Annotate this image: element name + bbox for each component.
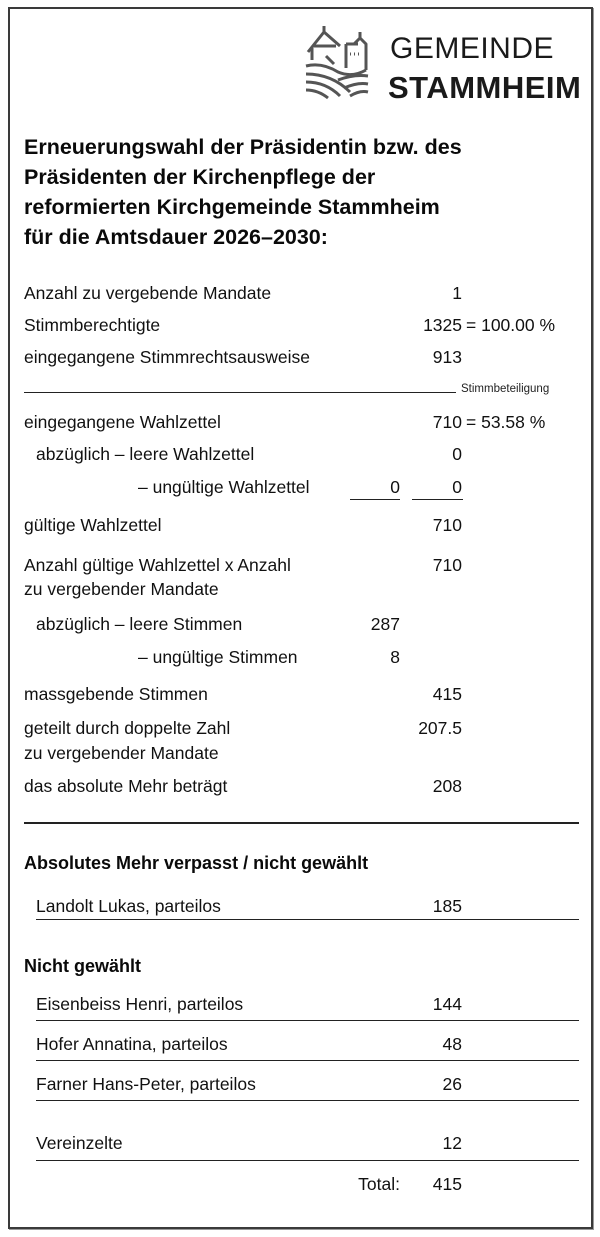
label: – ungültige Wahlzettel: [138, 477, 310, 497]
value: 8: [390, 647, 400, 667]
castle-vineyard-icon: [305, 26, 369, 100]
value: 710: [432, 515, 462, 535]
title-line: reformierten Kirchgemeinde Stammheim: [24, 195, 440, 219]
candidate-row: Landolt Lukas, parteilos 185: [0, 895, 600, 917]
row-gueltige-wahlzettel: gültige Wahlzettel 710: [0, 514, 600, 536]
label-line1: Anzahl gültige Wahlzettel x Anzahl: [24, 555, 291, 575]
label: abzüglich – leere Wahlzettel: [36, 444, 255, 464]
document-frame: [8, 7, 593, 1229]
row-ungueltige-wahlzettel: – ungültige Wahlzettel 0 0: [0, 476, 600, 498]
vereinzelte-row: Vereinzelte 12: [0, 1132, 600, 1154]
row-absolutes-mehr: das absolute Mehr beträgt 208: [0, 775, 600, 797]
municipality-logo: GEMEINDE STAMMHEIM: [302, 22, 582, 106]
row-leere-wahlzettel: abzüglich – leere Wahlzettel 0: [0, 443, 600, 465]
label: eingegangene Wahlzettel: [24, 412, 221, 432]
value: 207.5: [418, 718, 462, 738]
candidate-name: Hofer Annatina, parteilos: [36, 1034, 228, 1054]
logo-text-gemeinde: GEMEINDE: [390, 32, 555, 65]
underline: [412, 499, 463, 500]
value: 287: [370, 614, 400, 634]
title-line: Präsidenten der Kirchenpflege der: [24, 165, 376, 189]
stimmbeteiligung-caption: Stimmbeteiligung: [461, 383, 550, 395]
label-line2: zu vergebender Mandate: [24, 743, 219, 763]
candidate-row: Hofer Annatina, parteilos 48: [0, 1033, 600, 1055]
candidate-votes: 48: [442, 1034, 462, 1054]
vereinzelte-votes: 12: [442, 1133, 462, 1153]
total-label: Total:: [358, 1174, 400, 1194]
sub-value: 0: [390, 477, 400, 497]
row-geteilt: geteilt durch doppelte Zahl zu vergebend…: [0, 717, 600, 763]
row-leere-stimmen: abzüglich – leere Stimmen 287: [0, 613, 600, 635]
candidate-row: Farner Hans-Peter, parteilos 26: [0, 1073, 600, 1095]
candidate-votes: 185: [432, 896, 462, 916]
value: 1325: [423, 315, 462, 335]
title-line: Erneuerungswahl der Präsidentin bzw. des: [24, 135, 462, 159]
candidate-row: Eisenbeiss Henri, parteilos 144: [0, 993, 600, 1015]
row-underline: [36, 1020, 579, 1021]
candidate-name: Landolt Lukas, parteilos: [36, 896, 221, 916]
section-heading-verpasst: Absolutes Mehr verpasst / nicht gewählt: [24, 853, 369, 873]
logo-text-stammheim: STAMMHEIM: [388, 70, 582, 105]
total-row: Total: 415: [0, 1173, 600, 1195]
label: – ungültige Stimmen: [138, 647, 298, 667]
value: 710: [432, 555, 462, 575]
row-wahlzettel: eingegangene Wahlzettel 710 = 53.58 %: [0, 411, 600, 433]
label: eingegangene Stimmrechtsausweise: [24, 347, 310, 367]
total-votes: 415: [432, 1174, 462, 1194]
row-ausweise: eingegangene Stimmrechtsausweise 913: [0, 346, 600, 368]
title-line: für die Amtsdauer 2026–2030:: [24, 225, 328, 249]
row-stimmberechtigte: Stimmberechtigte 1325 = 100.00 %: [0, 314, 600, 336]
value: 0: [452, 444, 462, 464]
row-underline: [36, 1160, 579, 1161]
value: 1: [452, 283, 462, 303]
label: Stimmberechtigte: [24, 315, 161, 335]
label: Anzahl zu vergebende Mandate: [24, 283, 272, 303]
candidate-name: Farner Hans-Peter, parteilos: [36, 1074, 256, 1094]
row-underline: [36, 1060, 579, 1061]
percentage: = 100.00 %: [466, 315, 556, 335]
row-underline: [36, 1100, 579, 1101]
row-underline: [36, 919, 579, 920]
percentage: = 53.58 %: [466, 412, 546, 432]
value: 913: [432, 347, 462, 367]
label-line2: zu vergebender Mandate: [24, 579, 219, 599]
candidate-votes: 26: [442, 1074, 462, 1094]
value: 415: [432, 684, 462, 704]
label-line1: geteilt durch doppelte Zahl: [24, 718, 231, 738]
candidate-votes: 144: [432, 994, 462, 1014]
underline: [350, 499, 400, 500]
section-heading-nicht-gewaehlt: Nicht gewählt: [24, 956, 142, 976]
row-ungueltige-stimmen: – ungültige Stimmen 8: [0, 646, 600, 668]
row-gueltige-x-mandate: Anzahl gültige Wahlzettel x Anzahl zu ve…: [0, 554, 600, 599]
value: 0: [452, 477, 462, 497]
value: 710: [432, 412, 462, 432]
label: abzüglich – leere Stimmen: [36, 614, 243, 634]
candidate-name: Eisenbeiss Henri, parteilos: [36, 994, 244, 1014]
vereinzelte-label: Vereinzelte: [36, 1133, 123, 1153]
row-massgebende: massgebende Stimmen 415: [0, 683, 600, 705]
value: 208: [432, 776, 462, 796]
section-divider: [24, 822, 579, 824]
label: gültige Wahlzettel: [24, 515, 162, 535]
label: massgebende Stimmen: [24, 684, 208, 704]
row-mandate: Anzahl zu vergebende Mandate 1: [0, 282, 600, 304]
divider: [24, 392, 456, 393]
page-title: Erneuerungswahl der Präsidentin bzw. des…: [24, 132, 584, 252]
label: das absolute Mehr beträgt: [24, 776, 228, 796]
